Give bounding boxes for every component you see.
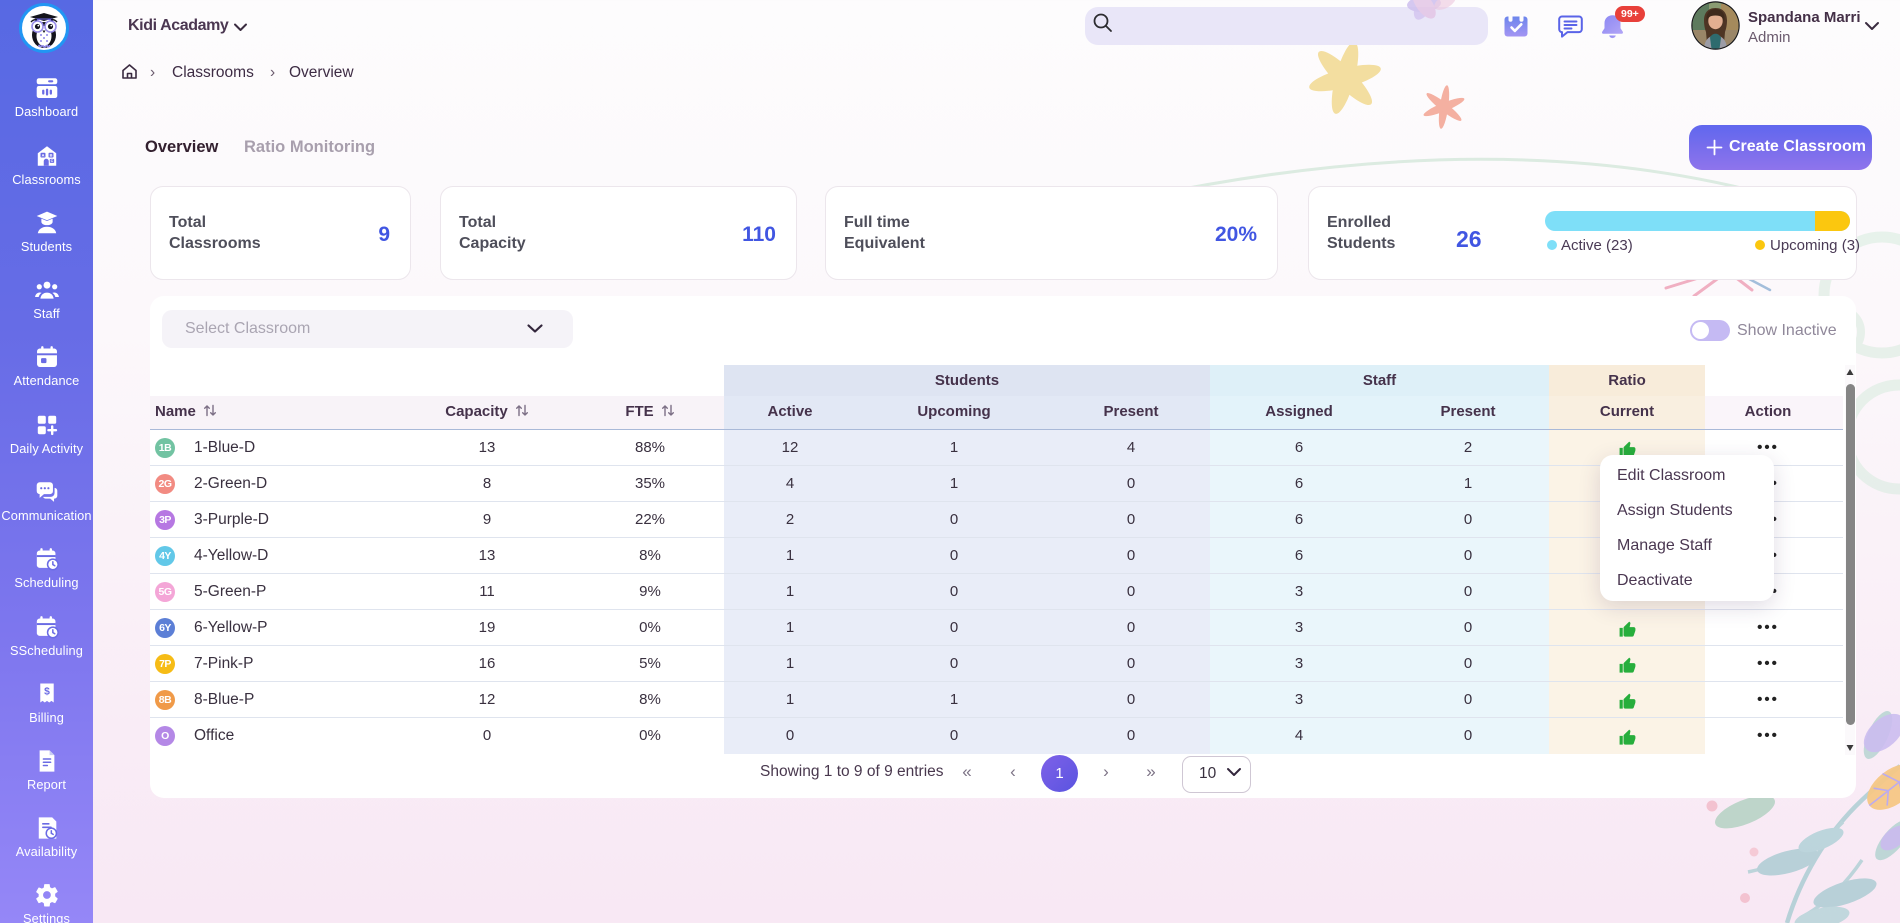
svg-text:C: C — [50, 159, 53, 163]
svg-text:B: B — [49, 152, 52, 157]
svg-text:A: A — [41, 152, 44, 157]
svg-text:$: $ — [44, 686, 50, 697]
